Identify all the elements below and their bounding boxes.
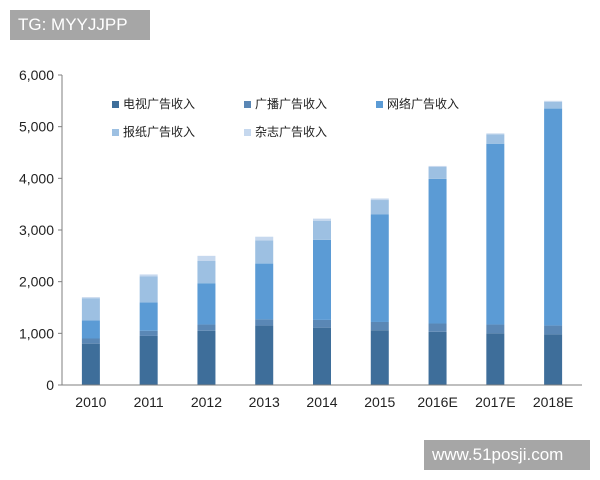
- bar-segment-2-2016E: [428, 178, 447, 324]
- bar-segment-1-2017E: [486, 324, 505, 334]
- legend-label: 电视广告收入: [123, 96, 195, 111]
- x-tick-label: 2016E: [417, 394, 457, 410]
- bar-segment-1-2011: [139, 330, 158, 336]
- y-tick-label: 3,000: [19, 222, 54, 238]
- y-tick-label: 4,000: [19, 170, 54, 186]
- bar-segment-2-2014: [313, 239, 331, 320]
- x-tick-label: 2018E: [533, 394, 573, 410]
- bar-segment-3-2013: [255, 240, 274, 264]
- legend-label: 报纸广告收入: [123, 124, 195, 139]
- bar-segment-1-2012: [197, 324, 216, 331]
- bar-segment-4-2017E: [486, 133, 505, 135]
- bar-segment-2-2012: [197, 283, 216, 325]
- x-axis: 2010 2011 2012 2013 2014 2015 2016E 2017E 2018E: [62, 384, 582, 410]
- x-tick-label: 2014: [306, 394, 337, 410]
- watermark-bottom-right: www.51posji.com: [424, 440, 590, 470]
- bars: [81, 100, 563, 385]
- legend-swatch: [244, 101, 251, 108]
- bar-segment-4-2013: [255, 236, 274, 241]
- bar-segment-0-2013: [255, 325, 274, 385]
- watermark-top-left: TG: MYYJJPP: [10, 10, 150, 40]
- bar-segment-0-2011: [139, 335, 158, 385]
- bar-segment-0-2014: [313, 327, 331, 385]
- bar-segment-2-2015: [370, 214, 389, 322]
- bar-segment-2-2017E: [486, 143, 505, 325]
- legend-swatch: [244, 129, 251, 136]
- bar-segment-3-2012: [197, 261, 216, 284]
- bar-segment-4-2012: [197, 255, 216, 261]
- bar-segment-0-2018E: [544, 334, 563, 385]
- legend-label: 网络广告收入: [387, 96, 459, 111]
- y-tick-label: 6,000: [19, 67, 54, 83]
- bar-segment-1-2013: [255, 319, 274, 326]
- bar-segment-2-2010: [81, 320, 100, 339]
- bar-segment-2-2011: [139, 302, 158, 331]
- bar-segment-3-2018E: [544, 101, 563, 109]
- bar-segment-4-2016E: [428, 165, 447, 167]
- legend-swatch: [376, 101, 383, 108]
- x-tick-label: 2013: [249, 394, 280, 410]
- y-axis: 0 1,000 2,000 3,000 4,000 5,000 6,000: [19, 67, 63, 393]
- y-tick-label: 5,000: [19, 119, 54, 135]
- bar-segment-3-2010: [81, 298, 100, 321]
- bar-segment-4-2015: [370, 198, 389, 201]
- bar-segment-4-2014: [313, 218, 331, 221]
- bar-segment-0-2012: [197, 330, 216, 385]
- bar-segment-1-2015: [370, 321, 389, 331]
- bar-segment-3-2016E: [428, 166, 447, 179]
- x-tick-label: 2012: [191, 394, 222, 410]
- legend-swatch: [112, 129, 119, 136]
- bar-segment-2-2018E: [544, 108, 563, 326]
- bar-segment-0-2015: [370, 330, 389, 385]
- bar-segment-1-2014: [313, 319, 331, 328]
- legend-label: 广播广告收入: [255, 97, 327, 111]
- bar-segment-4-2011: [139, 274, 158, 277]
- x-tick-label: 2011: [134, 394, 164, 410]
- bar-segment-2-2013: [255, 263, 274, 320]
- legend-swatch: [112, 101, 119, 108]
- y-tick-label: 0: [46, 377, 54, 393]
- bar-segment-1-2016E: [428, 323, 447, 332]
- bar-segment-3-2011: [139, 276, 158, 303]
- bar-segment-3-2017E: [486, 134, 505, 144]
- x-tick-label: 2017E: [475, 394, 515, 410]
- bar-segment-0-2016E: [428, 331, 447, 385]
- legend-label: 杂志广告收入: [255, 125, 327, 139]
- bar-segment-0-2010: [81, 343, 100, 385]
- x-tick-label: 2010: [75, 394, 106, 410]
- bar-segment-4-2010: [81, 297, 100, 299]
- bar-segment-3-2014: [313, 220, 331, 240]
- bar-segment-1-2010: [81, 338, 100, 344]
- y-tick-label: 2,000: [19, 274, 54, 290]
- bar-segment-0-2017E: [486, 333, 505, 385]
- x-tick-label: 2015: [364, 394, 395, 410]
- y-tick-label: 1,000: [19, 325, 54, 341]
- bar-segment-1-2018E: [544, 325, 563, 335]
- bar-segment-4-2018E: [544, 100, 563, 102]
- bar-segment-3-2015: [370, 200, 389, 215]
